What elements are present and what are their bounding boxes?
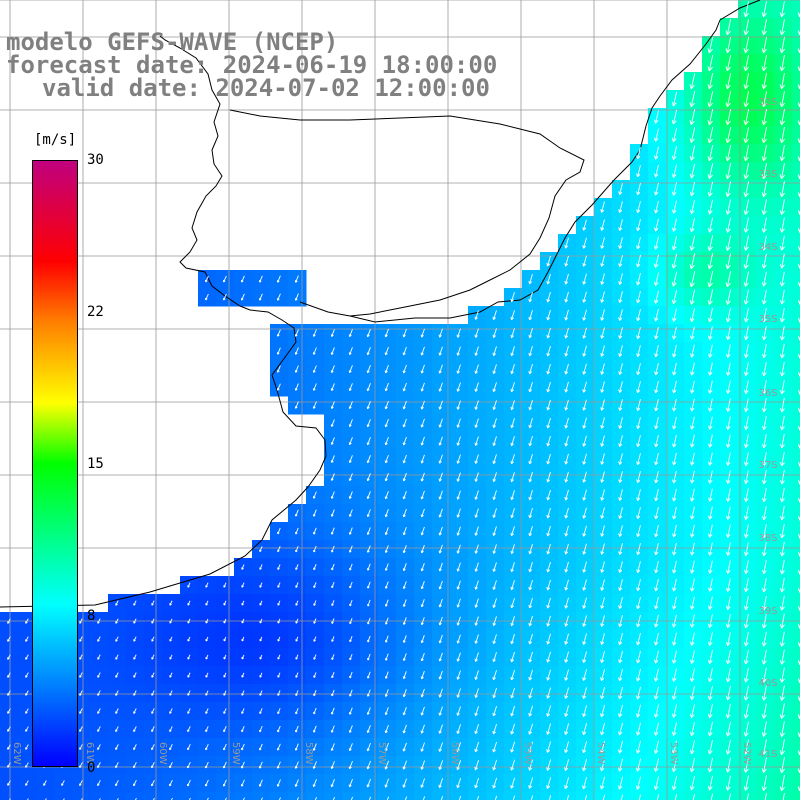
- wind-speed-cell: [792, 504, 800, 523]
- colorbar-tick-label: 8: [87, 608, 95, 624]
- latitude-label: 41S: [758, 749, 777, 760]
- latitude-label: 37S: [758, 460, 777, 471]
- wind-speed-cell: [792, 576, 800, 595]
- latitude-label: 40S: [758, 678, 777, 689]
- wind-speed-cell: [270, 792, 289, 800]
- wind-speed-cell: [792, 216, 800, 235]
- wind-speed-cell: [180, 792, 199, 800]
- wind-speed-cell: [792, 594, 800, 613]
- colorbar: [32, 160, 78, 767]
- wind-speed-cell: [792, 306, 800, 325]
- wind-speed-cell: [342, 792, 361, 800]
- colorbar-tick-label: 0: [87, 760, 95, 776]
- wind-speed-cell: [252, 792, 271, 800]
- colorbar-tick-label: 22: [87, 304, 104, 320]
- wind-speed-cell: [792, 360, 800, 379]
- latitude-label: 39S: [758, 606, 777, 617]
- longitude-label: 58W: [303, 742, 314, 765]
- wind-speed-cell: [414, 792, 433, 800]
- wind-speed-cell: [792, 486, 800, 505]
- wind-speed-cell: [378, 792, 397, 800]
- wind-speed-cell: [36, 792, 55, 800]
- wind-speed-cell: [792, 468, 800, 487]
- wind-speed-cell: [72, 792, 91, 800]
- wind-speed-cell: [126, 792, 145, 800]
- wind-speed-cell: [792, 396, 800, 415]
- wind-speed-cell: [792, 252, 800, 271]
- longitude-label: 60W: [157, 742, 168, 765]
- longitude-label: 57W: [376, 742, 387, 765]
- wind-speed-cell: [792, 450, 800, 469]
- wind-speed-cell: [792, 324, 800, 343]
- wind-speed-cell: [234, 792, 253, 800]
- latitude-label: 38S: [758, 533, 777, 544]
- wind-speed-cell: [792, 540, 800, 559]
- wind-speed-cell: [54, 792, 73, 800]
- wind-speed-cell: [108, 792, 127, 800]
- latitude-label: 35S: [758, 314, 777, 325]
- wind-speed-cell: [198, 792, 217, 800]
- longitude-label: 55W: [522, 742, 533, 765]
- wind-speed-cell: [792, 630, 800, 649]
- colorbar-unit: [m/s]: [34, 132, 76, 148]
- wind-speed-cell: [324, 792, 343, 800]
- wind-speed-cell: [306, 792, 325, 800]
- wind-speed-cell: [450, 792, 469, 800]
- title-valid-date: valid date: 2024-07-02 12:00:00: [42, 76, 490, 100]
- wind-speed-cell: [18, 792, 37, 800]
- wind-speed-cell: [792, 522, 800, 541]
- wind-speed-cell: [792, 414, 800, 433]
- wind-speed-cell: [792, 792, 800, 800]
- longitude-label: 59W: [230, 742, 241, 765]
- longitude-label: 52W: [741, 742, 752, 765]
- wind-speed-cell: [792, 666, 800, 685]
- wind-speed-cell: [792, 684, 800, 703]
- wind-speed-cell: [0, 792, 19, 800]
- longitude-label: 53W: [668, 742, 679, 765]
- wind-speed-cell: [792, 198, 800, 217]
- wind-speed-cell: [792, 648, 800, 667]
- wind-speed-cell: [792, 234, 800, 253]
- latitude-label: 36S: [758, 388, 777, 399]
- colorbar-tick-label: 30: [87, 152, 104, 168]
- wind-speed-cell: [360, 792, 379, 800]
- wind-speed-cell: [792, 558, 800, 577]
- wind-speed-cell: [792, 342, 800, 361]
- latitude-label: 34S: [758, 242, 777, 253]
- colorbar-tick-label: 15: [87, 456, 104, 472]
- longitude-label: 62W: [11, 742, 22, 765]
- wind-speed-cell: [90, 792, 109, 800]
- wind-speed-cell: [144, 792, 163, 800]
- wind-speed-cell: [792, 432, 800, 451]
- wind-speed-cell: [792, 270, 800, 289]
- latitude-label: 32S: [758, 97, 777, 108]
- wind-speed-cell: [162, 792, 181, 800]
- wind-speed-cell: [792, 288, 800, 307]
- longitude-label: 54W: [595, 742, 606, 765]
- wind-speed-cell: [792, 378, 800, 397]
- wind-speed-cell: [288, 792, 307, 800]
- latitude-label: 33S: [758, 169, 777, 180]
- longitude-label: 56W: [449, 742, 460, 765]
- wind-speed-cell: [216, 792, 235, 800]
- wind-speed-cell: [396, 792, 415, 800]
